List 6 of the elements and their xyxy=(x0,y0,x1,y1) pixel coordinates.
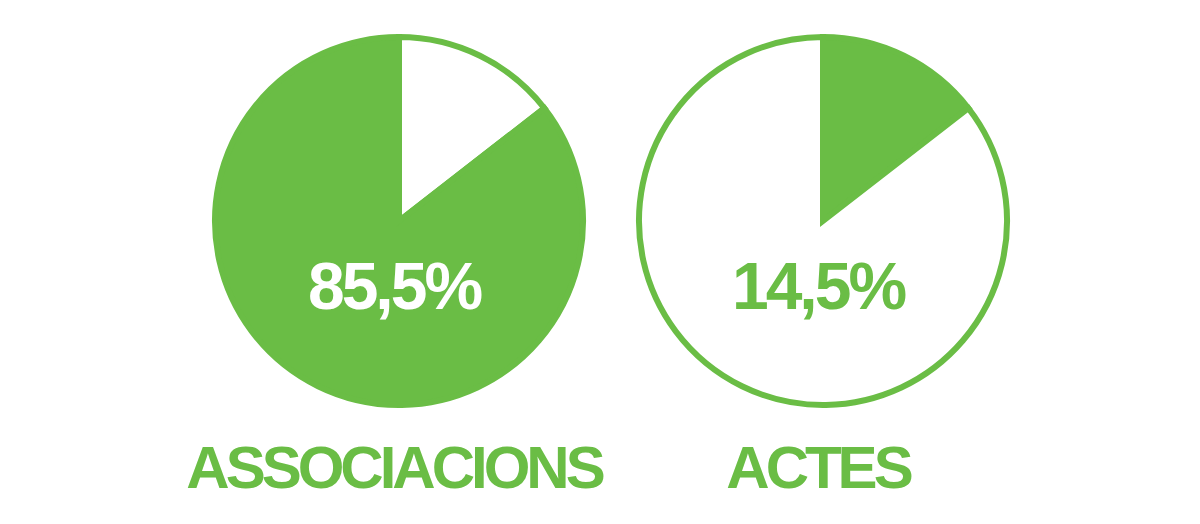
pie-slice xyxy=(636,34,1010,408)
text: 85,5% xyxy=(306,248,482,324)
text: ACTES xyxy=(726,434,910,501)
text: 14,5% xyxy=(730,248,906,324)
pie-slice xyxy=(212,34,586,408)
text: ASSOCIACIONS xyxy=(185,433,604,502)
